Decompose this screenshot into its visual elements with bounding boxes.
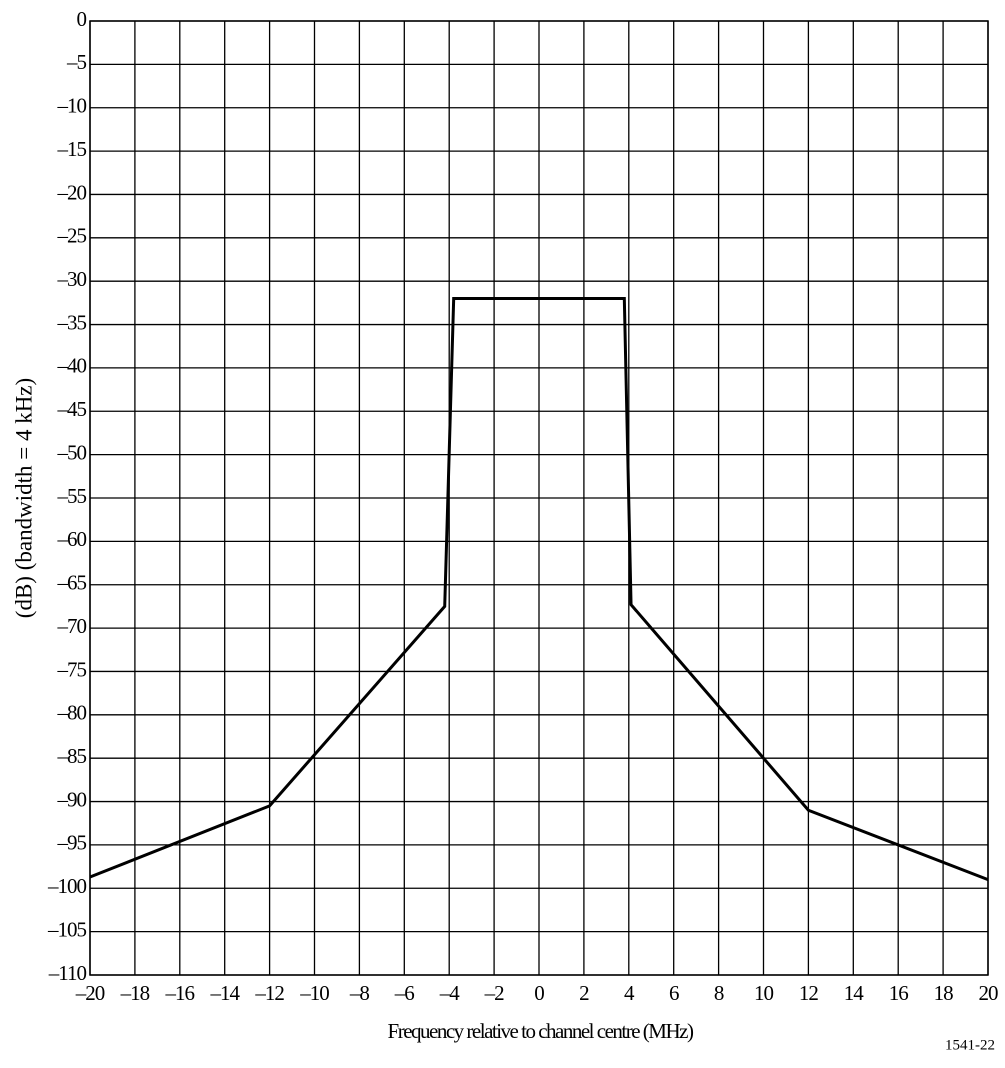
figure-number: 1541-22 [945, 1037, 995, 1053]
x-tick-label: –16 [165, 981, 195, 1005]
y-axis-label: (dB) (bandwidth = 4 kHz) [11, 378, 36, 618]
y-tick-label: –20 [57, 180, 87, 204]
x-tick-label: –2 [484, 981, 505, 1005]
y-tick-label: –75 [57, 657, 87, 681]
y-tick-label: –10 [57, 94, 87, 118]
y-tick-label: –25 [57, 224, 87, 248]
x-tick-label: –6 [394, 981, 415, 1005]
x-tick-label: –12 [254, 981, 284, 1005]
x-tick-label: 4 [624, 981, 635, 1005]
y-tick-label: –70 [57, 614, 87, 638]
y-tick-label: –80 [57, 701, 87, 725]
plot-frame [89, 20, 989, 976]
y-tick-label: –55 [57, 484, 87, 508]
x-tick-label: 12 [799, 981, 819, 1005]
y-tick-label: –110 [48, 961, 87, 985]
x-tick-label: 10 [754, 981, 774, 1005]
x-tick-label: 0 [534, 981, 544, 1005]
data-line [89, 297, 989, 881]
x-axis-label: Frequency relative to channel centre (MH… [388, 1019, 694, 1043]
y-tick-label: –65 [57, 571, 87, 595]
x-tick-label: 16 [889, 981, 909, 1005]
y-tick-label: –45 [57, 397, 87, 421]
y-tick-label: –5 [66, 50, 87, 74]
x-tick-label: –4 [439, 981, 461, 1005]
x-tick-label: 14 [844, 981, 865, 1005]
x-tick-label: –10 [299, 981, 329, 1005]
y-tick-label: –60 [57, 527, 87, 551]
x-tick-label: 8 [714, 981, 724, 1005]
x-tick-label: 20 [979, 981, 999, 1005]
y-tick-label: –105 [47, 917, 87, 941]
x-tick-label: 6 [669, 981, 679, 1005]
y-tick-label: –30 [57, 267, 87, 291]
y-tick-label: –35 [57, 310, 87, 334]
x-tick-label: 18 [934, 981, 954, 1005]
y-tick-label: –90 [57, 787, 87, 811]
y-tick-label: –95 [57, 831, 87, 855]
y-tick-label: –40 [57, 354, 87, 378]
x-tick-label: 2 [579, 981, 589, 1005]
y-tick-label: –50 [57, 440, 87, 464]
x-tick-label: –18 [120, 981, 150, 1005]
y-tick-label: 0 [77, 7, 87, 31]
y-tick-label: –15 [57, 137, 87, 161]
x-tick-label: –14 [209, 981, 240, 1005]
x-tick-label: –8 [349, 981, 370, 1005]
y-tick-label: –85 [57, 744, 87, 768]
y-tick-label: –100 [47, 874, 87, 898]
x-tick-label: –20 [75, 981, 105, 1005]
